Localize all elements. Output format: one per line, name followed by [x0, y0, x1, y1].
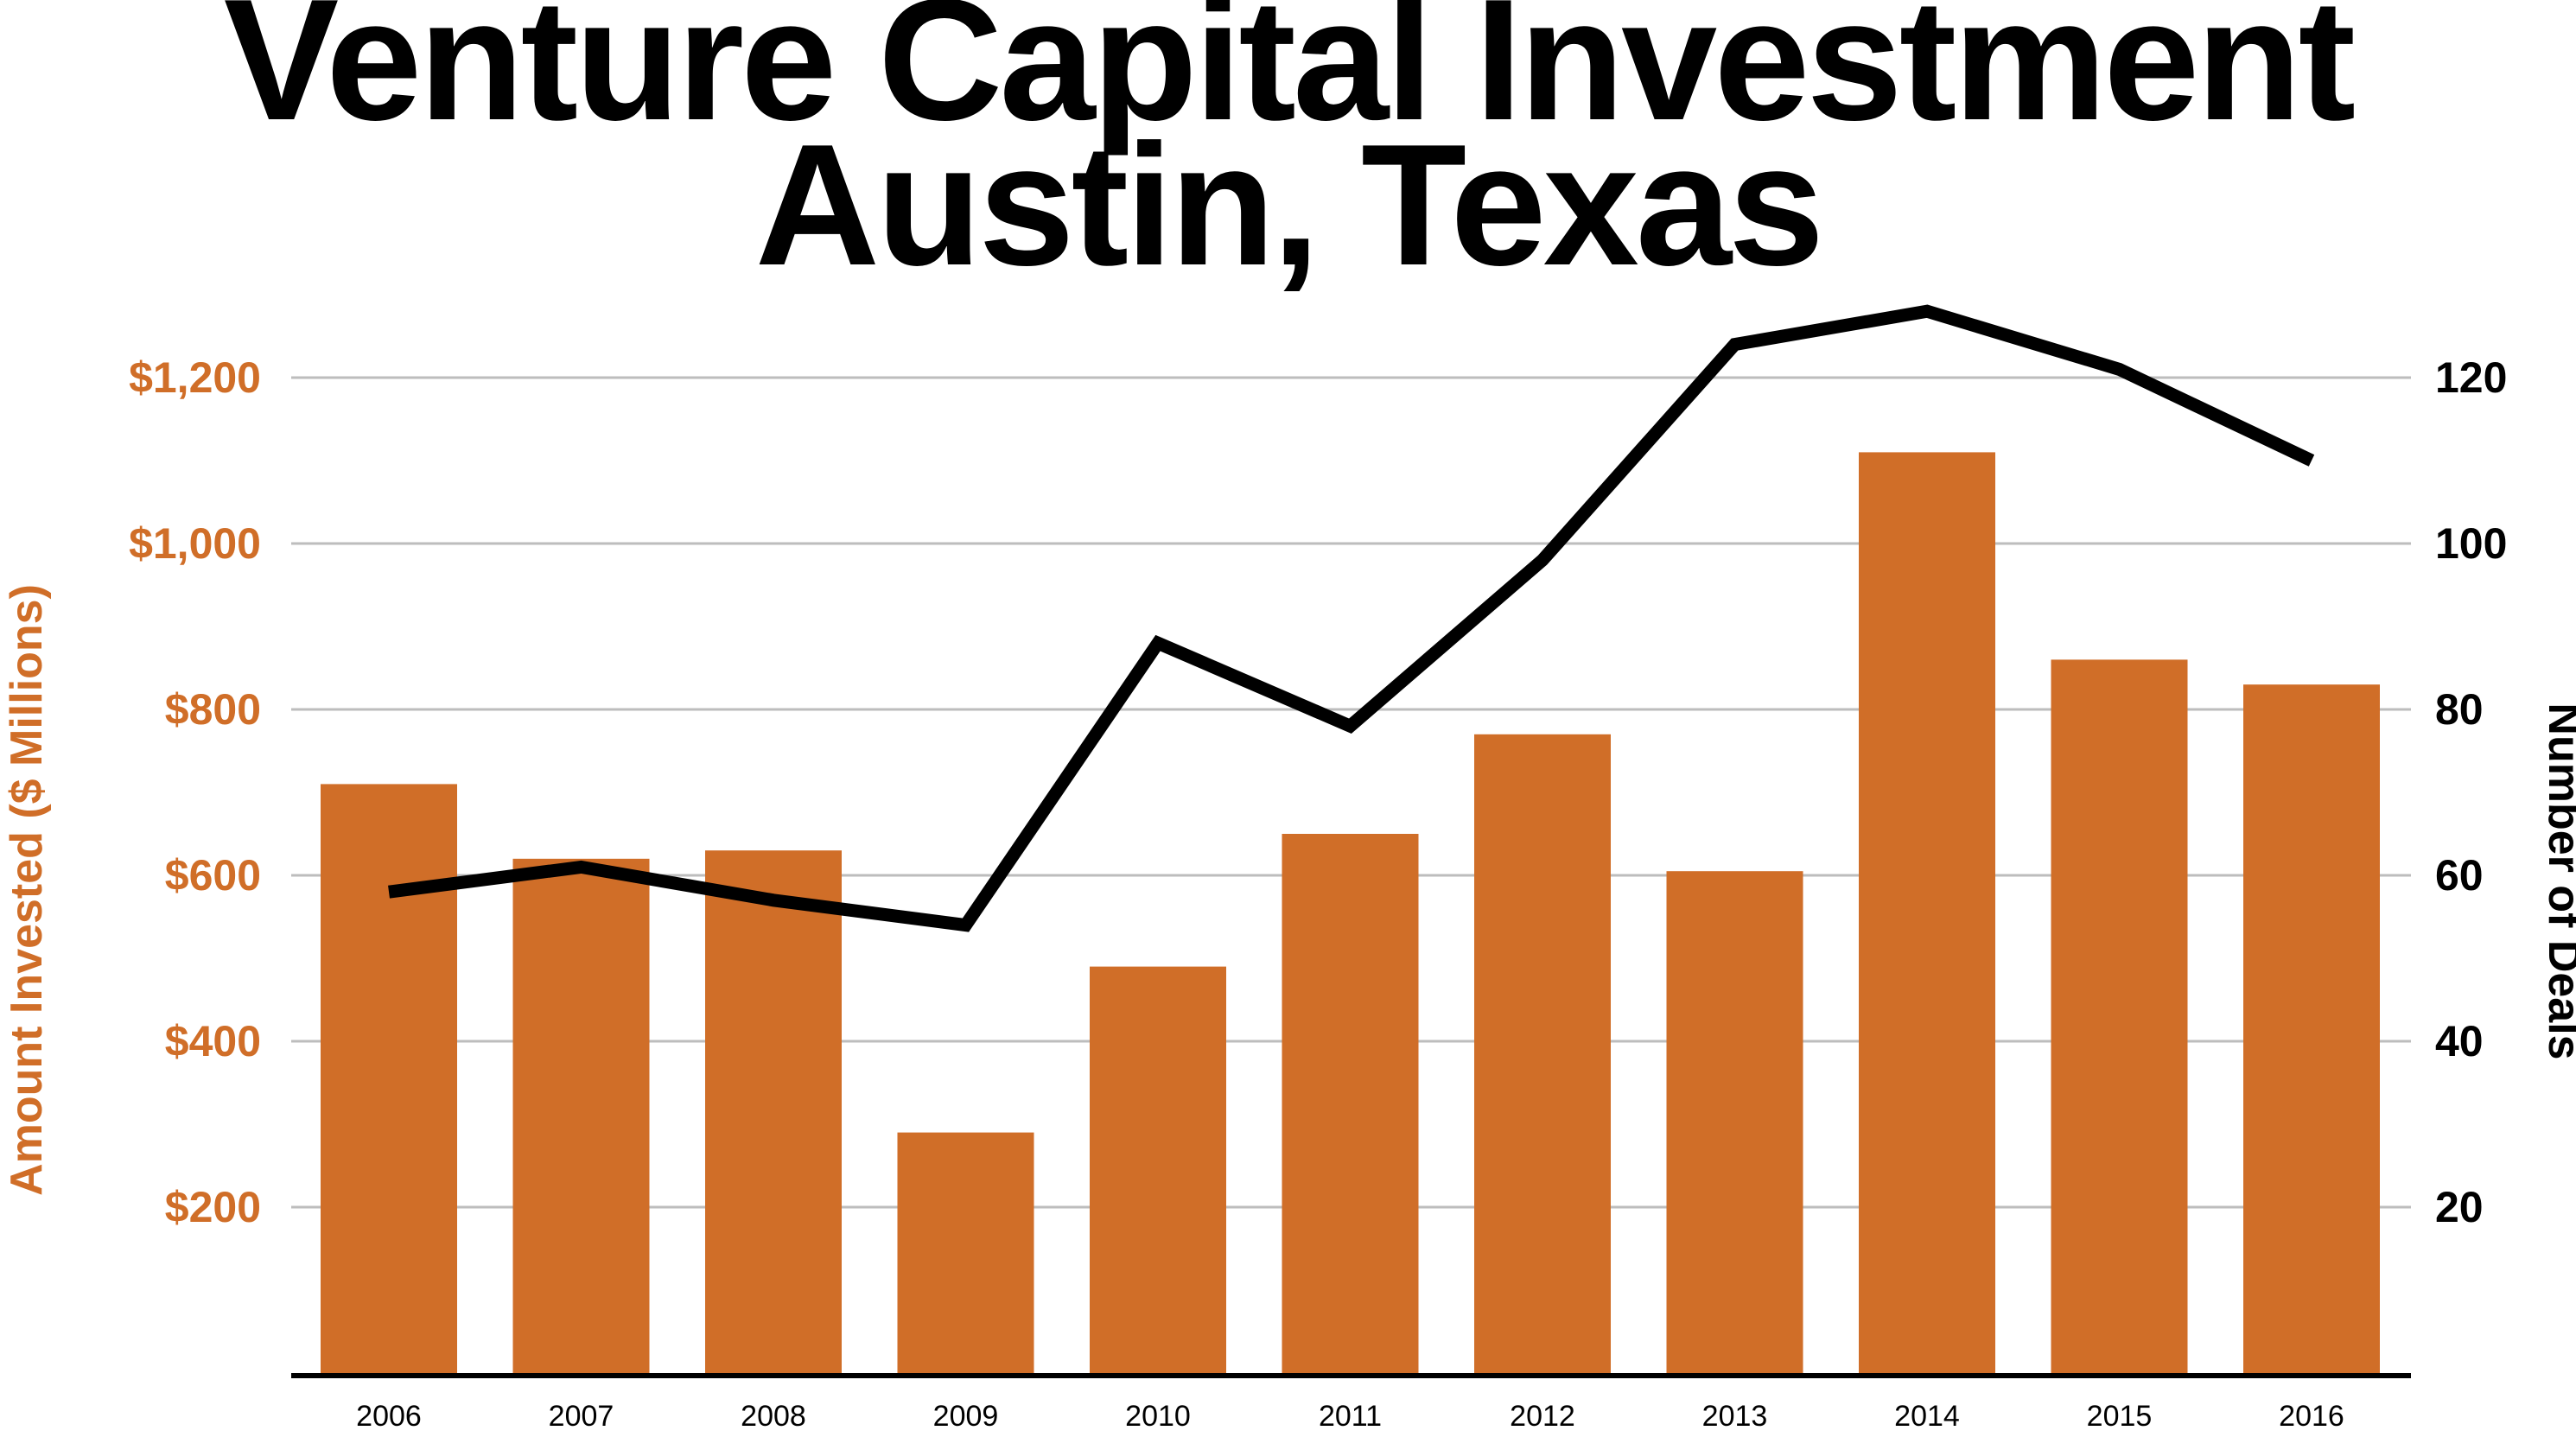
bar-2013 — [1666, 871, 1803, 1373]
bar-2014 — [1859, 452, 1995, 1373]
deals-line — [388, 304, 2315, 932]
left-axis-tick-2: $600 — [165, 851, 261, 900]
right-axis-tick-0: 20 — [2435, 1183, 2484, 1231]
x-axis-label-2007: 2007 — [549, 1400, 614, 1433]
left-axis-tick-1: $400 — [165, 1017, 261, 1065]
bar-2006 — [321, 784, 457, 1373]
x-axis-label-2006: 2006 — [356, 1400, 422, 1433]
bar-2009 — [897, 1132, 1034, 1373]
x-axis-label-2011: 2011 — [1319, 1400, 1382, 1433]
left-axis-tick-0: $200 — [165, 1183, 261, 1231]
right-axis-tick-3: 80 — [2435, 685, 2484, 734]
bar-2007 — [512, 858, 650, 1373]
right-axis-tick-1: 40 — [2435, 1017, 2484, 1065]
x-axis-line — [291, 1373, 2411, 1378]
right-axis-tick-5: 120 — [2435, 353, 2507, 402]
bar-2012 — [1474, 734, 1611, 1373]
x-axis-label-2009: 2009 — [933, 1400, 999, 1433]
bar-2008 — [705, 850, 842, 1373]
x-axis-label-2016: 2016 — [2279, 1400, 2344, 1433]
x-axis-label-2008: 2008 — [741, 1400, 806, 1433]
x-axis-label-2012: 2012 — [1510, 1400, 1575, 1433]
bar-2015 — [2051, 659, 2188, 1373]
right-axis-title: Number of Deals — [2539, 703, 2576, 1059]
x-axis-label-2015: 2015 — [2087, 1400, 2153, 1433]
x-axis-label-2010: 2010 — [1125, 1400, 1191, 1433]
right-axis-tick-2: 60 — [2435, 851, 2484, 900]
x-axis-label-2013: 2013 — [1702, 1400, 1768, 1433]
bar-2016 — [2243, 684, 2380, 1373]
left-axis-title: Amount Invested ($ Millions) — [2, 584, 52, 1196]
bar-2010 — [1090, 966, 1226, 1373]
left-axis-tick-3: $800 — [165, 685, 261, 734]
left-axis-tick-5: $1,200 — [129, 353, 261, 402]
right-axis-tick-4: 100 — [2435, 519, 2507, 568]
bar-2011 — [1282, 834, 1419, 1373]
x-axis-label-2014: 2014 — [1894, 1400, 1960, 1433]
left-axis-tick-4: $1,000 — [129, 519, 261, 568]
